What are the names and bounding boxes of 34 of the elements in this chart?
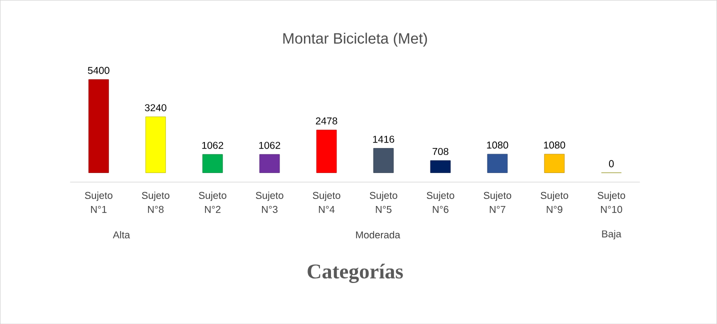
bar xyxy=(430,160,451,173)
x-tick-label: Sujeto N°1 xyxy=(84,192,112,213)
data-label: 1062 xyxy=(202,142,224,149)
bar xyxy=(88,79,109,173)
bar xyxy=(259,154,280,173)
bar xyxy=(487,154,508,173)
data-label: 708 xyxy=(432,148,448,155)
x-tick-label: Sujeto N°3 xyxy=(256,192,284,213)
x-tick-label: Sujeto N°2 xyxy=(198,192,226,213)
text: Moderada xyxy=(356,230,400,238)
data-label: 1080 xyxy=(487,141,508,148)
x-tick-label: Sujeto N°7 xyxy=(484,192,512,213)
x-tick-label: Sujeto N°6 xyxy=(426,192,454,213)
bar xyxy=(316,130,337,173)
data-label: 1080 xyxy=(544,141,566,148)
x-tick-label: Sujeto N°9 xyxy=(540,192,568,213)
text: Alta xyxy=(112,230,130,238)
bar xyxy=(145,116,166,173)
data-label: 2478 xyxy=(316,117,338,124)
x-axis-title: Categorías xyxy=(308,264,403,283)
data-label: 1062 xyxy=(259,142,280,149)
x-tick-label: Sujeto N°10 xyxy=(598,192,626,213)
data-label: 0 xyxy=(608,160,614,168)
chart-title: Montar Bicicleta (Met) xyxy=(283,32,427,47)
data-label: 1416 xyxy=(373,136,394,143)
bar xyxy=(373,148,394,173)
data-label: 5400 xyxy=(88,66,110,74)
bar xyxy=(202,154,223,173)
x-tick-label: Sujeto N°5 xyxy=(370,192,398,213)
x-tick-label: Sujeto N°8 xyxy=(142,192,170,213)
data-label: 3240 xyxy=(144,104,166,112)
x-tick-label: Sujeto N°4 xyxy=(312,192,340,213)
text: Baja xyxy=(602,230,622,240)
bar xyxy=(544,154,565,173)
